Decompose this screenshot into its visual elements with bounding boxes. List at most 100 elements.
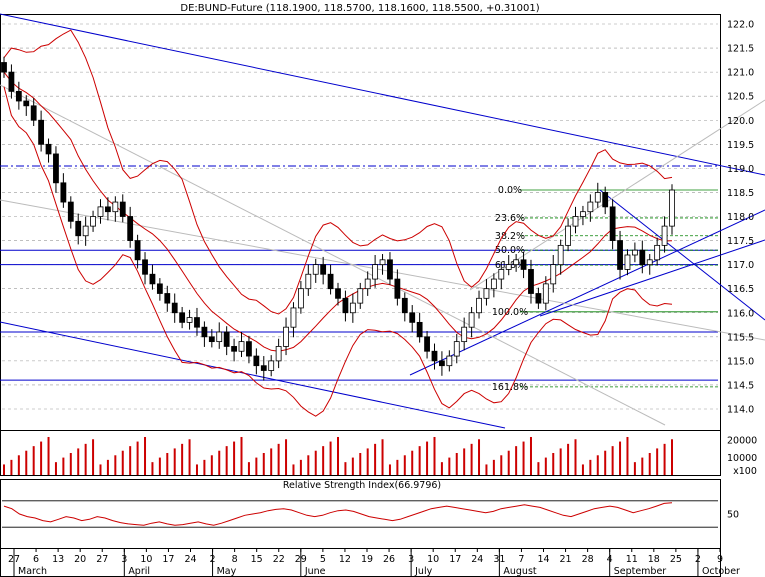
candle-body — [587, 201, 594, 213]
x-month-label: March — [18, 566, 47, 577]
candle-body — [305, 273, 312, 290]
x-day-tick-label: 17 — [162, 554, 174, 565]
x-day-tick-label: 17 — [449, 554, 461, 565]
candle-body — [15, 90, 22, 102]
x-month-label: September — [614, 566, 667, 577]
fib-level-label: 50.0% — [495, 245, 525, 256]
candle-body — [38, 119, 45, 145]
candle-body — [164, 293, 171, 304]
candle-body — [394, 278, 401, 299]
candle-body — [30, 105, 37, 121]
candle-body — [431, 350, 438, 362]
x-day-tick-label: 26 — [383, 554, 395, 565]
candle-body — [156, 283, 163, 294]
candle-body — [179, 312, 186, 323]
candle-body — [75, 220, 82, 237]
price-tick-label: 115.5 — [727, 332, 754, 343]
candle-body — [594, 192, 601, 203]
x-day-tick-label: 25 — [670, 554, 682, 565]
candle-body — [297, 288, 304, 309]
candle-body — [364, 278, 371, 290]
candle-body — [490, 278, 497, 290]
price-tick-label: 114.5 — [727, 380, 754, 391]
x-day-tick-label: 7 — [518, 554, 524, 565]
price-tick-label: 118.5 — [727, 188, 754, 199]
x-day-tick-label: 21 — [560, 554, 572, 565]
trendline — [0, 13, 765, 176]
candle-body — [602, 192, 609, 208]
candle-body — [23, 100, 30, 107]
candle-body — [119, 201, 126, 217]
x-day-tick-label: 8 — [232, 554, 238, 565]
x-day-tick-label: 9 — [717, 554, 723, 565]
candle-body — [283, 326, 289, 347]
candle-body — [342, 297, 349, 314]
candle-body — [312, 264, 319, 275]
price-tick-label: 115.0 — [727, 356, 754, 367]
x-day-tick-label: 22 — [273, 554, 285, 565]
candle-body — [253, 355, 260, 367]
volume-unit-label: x100 — [733, 466, 757, 477]
trendline — [539, 239, 765, 317]
rsi-tick-label: 50 — [727, 510, 739, 521]
fib-level-label: 23.6% — [495, 213, 525, 224]
x-day-tick-label: 24 — [184, 554, 196, 565]
candle-body — [379, 259, 386, 266]
candle-body — [1, 62, 7, 73]
candle-body — [513, 259, 520, 266]
candle-body — [357, 288, 364, 304]
candle-body — [416, 321, 423, 338]
candle-body — [372, 264, 379, 280]
x-day-tick-label: 19 — [361, 554, 373, 565]
volume-tick-label: 20000 — [727, 435, 757, 446]
bollinger-upper — [3, 29, 673, 315]
candle-body — [290, 307, 297, 328]
candle-body — [90, 216, 96, 227]
candle-body — [446, 355, 453, 367]
candle-body — [67, 201, 74, 222]
x-day-tick-label: 14 — [537, 554, 549, 565]
candle-body — [149, 273, 156, 285]
candle-body — [661, 225, 668, 246]
candle-body — [8, 71, 15, 92]
candle-body — [268, 360, 275, 371]
candle-body — [320, 264, 327, 275]
candle-body — [461, 326, 468, 343]
x-month-label: August — [503, 566, 537, 577]
candle-body — [572, 216, 579, 227]
x-day-tick-label: 20 — [74, 554, 86, 565]
price-tick-label: 118.0 — [727, 212, 754, 223]
x-day-tick-label: 10 — [427, 554, 439, 565]
candle-body — [528, 269, 534, 294]
candle-body — [53, 153, 59, 184]
candle-body — [557, 244, 564, 266]
price-tick-label: 122.0 — [727, 20, 754, 31]
price-tick-label: 114.0 — [727, 405, 754, 416]
x-month-label: July — [414, 566, 432, 577]
candle-body — [105, 206, 111, 213]
candle-body — [424, 336, 430, 352]
candle-body — [171, 302, 178, 314]
candle-body — [82, 225, 89, 237]
candle-body — [639, 249, 646, 266]
candle-body — [401, 297, 408, 314]
candle-body — [194, 317, 200, 328]
price-tick-label: 119.0 — [727, 164, 754, 175]
x-day-tick-label: 24 — [471, 554, 483, 565]
candle-body — [60, 182, 67, 203]
candle-body — [617, 240, 623, 270]
trendline — [0, 321, 506, 429]
trendline — [409, 209, 765, 376]
fib-level-label: 38.2% — [495, 231, 525, 242]
candle-body — [654, 244, 661, 261]
price-tick-label: 116.0 — [727, 308, 754, 319]
trendline — [599, 189, 765, 321]
candle-body — [45, 143, 52, 155]
candle-body — [335, 288, 341, 299]
candle-body — [387, 259, 393, 280]
candle-body — [409, 312, 416, 323]
x-day-tick-label: 12 — [339, 554, 351, 565]
trendline — [469, 99, 765, 291]
candle-body — [580, 211, 586, 217]
candle-body — [439, 360, 445, 367]
